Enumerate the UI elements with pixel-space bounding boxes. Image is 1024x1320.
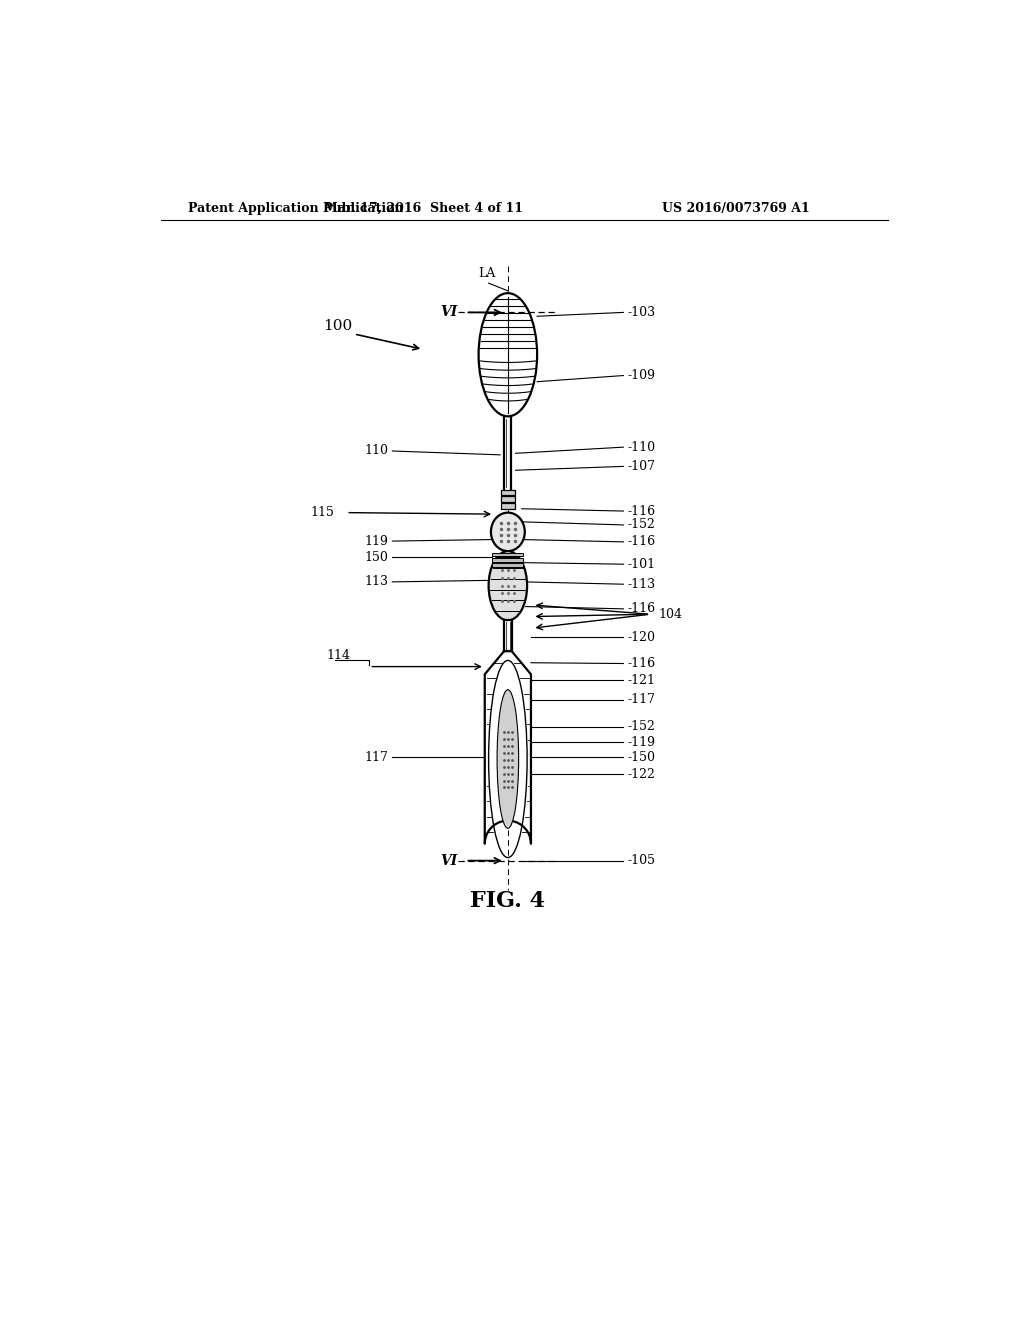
Text: -101: -101: [628, 557, 655, 570]
Bar: [505, 416, 511, 490]
Text: -116: -116: [628, 657, 655, 671]
Ellipse shape: [490, 512, 525, 552]
Text: 110: 110: [365, 445, 388, 458]
Text: US 2016/0073769 A1: US 2016/0073769 A1: [662, 202, 810, 215]
Text: 117: 117: [365, 751, 388, 764]
Text: VI: VI: [440, 305, 458, 319]
Text: 119: 119: [365, 535, 388, 548]
Text: -113: -113: [628, 578, 655, 591]
Text: -150: -150: [628, 751, 655, 764]
Text: -107: -107: [628, 459, 655, 473]
Text: Mar. 17, 2016  Sheet 4 of 11: Mar. 17, 2016 Sheet 4 of 11: [324, 202, 522, 215]
Text: FIG. 4: FIG. 4: [470, 891, 546, 912]
Text: 114: 114: [327, 648, 351, 661]
Ellipse shape: [478, 293, 538, 416]
Bar: [504, 620, 512, 651]
Text: -121: -121: [628, 675, 655, 686]
Polygon shape: [484, 651, 531, 843]
Bar: [493, 564, 523, 568]
Text: 100: 100: [323, 319, 352, 333]
Ellipse shape: [488, 552, 527, 620]
Text: -117: -117: [628, 693, 655, 706]
Text: -122: -122: [628, 768, 655, 781]
Bar: [493, 553, 523, 557]
Text: 150: 150: [365, 550, 388, 564]
Text: -116: -116: [628, 602, 655, 615]
Text: Patent Application Publication: Patent Application Publication: [188, 202, 403, 215]
Text: -110: -110: [628, 441, 655, 454]
Text: -103: -103: [628, 306, 655, 319]
Text: 115: 115: [310, 506, 335, 519]
Ellipse shape: [497, 689, 518, 829]
Text: VI: VI: [440, 854, 458, 867]
Bar: [493, 558, 523, 562]
Bar: [501, 503, 515, 508]
Text: -120: -120: [628, 631, 655, 644]
Text: -152: -152: [628, 721, 655, 733]
Bar: [501, 490, 515, 495]
Text: -116: -116: [628, 536, 655, 548]
Text: -152: -152: [628, 519, 655, 532]
Text: 104: 104: [658, 607, 682, 620]
Text: -116: -116: [628, 504, 655, 517]
Text: -109: -109: [628, 370, 655, 381]
Bar: [501, 496, 515, 502]
Text: -119: -119: [628, 735, 655, 748]
Text: 113: 113: [365, 576, 388, 589]
Text: LA: LA: [478, 267, 496, 280]
Text: -105: -105: [628, 854, 655, 867]
